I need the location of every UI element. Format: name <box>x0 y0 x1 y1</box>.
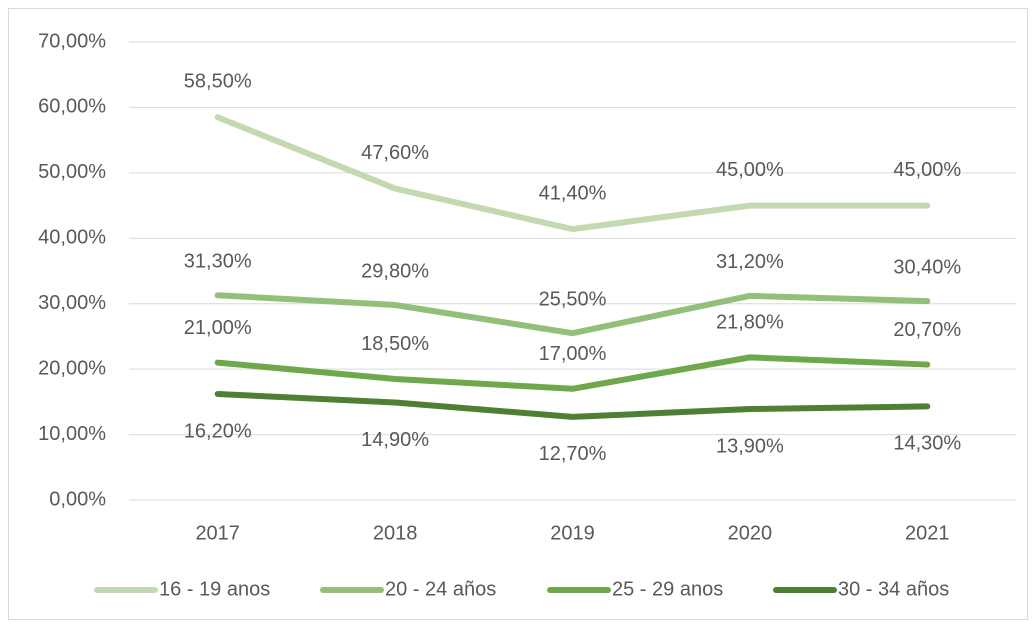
data-label: 29,80% <box>361 260 429 282</box>
data-label: 20,70% <box>893 319 961 341</box>
legend-label: 20 - 24 años <box>385 578 496 600</box>
data-label: 30,40% <box>893 256 961 278</box>
data-label: 41,40% <box>539 182 607 204</box>
data-label: 17,00% <box>539 343 607 365</box>
x-tick-label: 2020 <box>728 522 773 544</box>
data-label: 31,30% <box>184 250 252 272</box>
y-tick-label: 0,00% <box>49 488 106 510</box>
data-label: 21,80% <box>716 312 784 334</box>
legend-label: 30 - 34 años <box>838 578 949 600</box>
x-tick-label: 2021 <box>905 522 950 544</box>
y-tick-label: 10,00% <box>38 423 106 445</box>
data-label: 58,50% <box>184 71 252 93</box>
data-label: 13,90% <box>716 435 784 457</box>
x-tick-label: 2017 <box>195 522 240 544</box>
data-label: 18,50% <box>361 333 429 355</box>
data-label: 16,20% <box>184 420 252 442</box>
y-tick-label: 50,00% <box>38 161 106 183</box>
chart-border <box>8 8 1028 620</box>
series-line <box>214 292 931 337</box>
data-label: 12,70% <box>539 443 607 465</box>
series-line <box>214 354 931 392</box>
legend-label: 25 - 29 anos <box>612 578 723 600</box>
data-label: 21,00% <box>184 317 252 339</box>
series-line <box>214 391 931 420</box>
y-tick-label: 70,00% <box>38 30 106 52</box>
legend-label: 16 - 19 anos <box>159 578 270 600</box>
data-label: 45,00% <box>716 159 784 181</box>
data-label: 31,20% <box>716 251 784 273</box>
data-label: 14,30% <box>893 433 961 455</box>
data-label: 25,50% <box>539 288 607 310</box>
series-line <box>214 114 931 233</box>
x-tick-label: 2018 <box>373 522 418 544</box>
y-tick-label: 60,00% <box>38 96 106 118</box>
y-tick-label: 20,00% <box>38 357 106 379</box>
y-tick-label: 40,00% <box>38 227 106 249</box>
x-tick-label: 2019 <box>550 522 595 544</box>
y-tick-label: 30,00% <box>38 292 106 314</box>
data-label: 47,60% <box>361 142 429 164</box>
data-label: 14,90% <box>361 429 429 451</box>
data-label: 45,00% <box>893 159 961 181</box>
